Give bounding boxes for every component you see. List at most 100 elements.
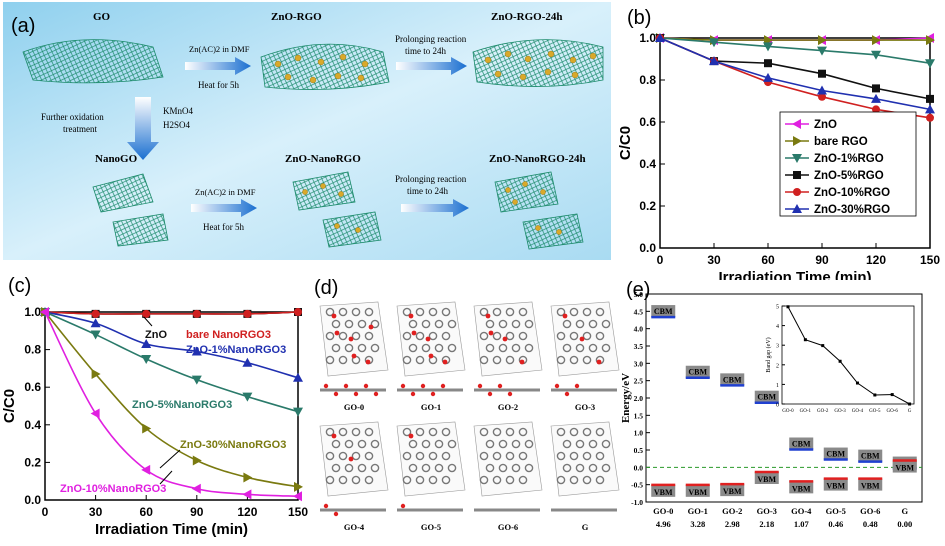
data-point — [243, 472, 253, 483]
series-4 — [656, 34, 934, 122]
series-5 — [40, 307, 302, 502]
data-point — [141, 355, 152, 364]
carbon-ring — [498, 319, 508, 329]
carbon-ring — [351, 475, 361, 485]
reagent-kmno4: KMnO4 — [163, 106, 194, 116]
vbm-label: VBM — [723, 487, 742, 496]
label-zno-rgo: ZnO-RGO — [271, 11, 322, 23]
carbon-ring — [338, 427, 348, 437]
vbm-box — [651, 484, 676, 497]
cbm-label: CBM — [792, 439, 811, 448]
y-tick-label: 4.0 — [634, 325, 644, 334]
series-line — [659, 37, 931, 64]
carbon-ring — [447, 463, 457, 473]
nanogo-sheet-1 — [92, 173, 154, 213]
vbm-label: VBM — [654, 488, 673, 497]
carbon-ring — [434, 319, 444, 329]
vbm-label: VBM — [792, 484, 811, 493]
data-point — [925, 59, 935, 69]
side-oxygen-atom — [574, 383, 580, 389]
carbon-ring — [582, 355, 592, 365]
data-point — [872, 84, 880, 93]
carbon-ring — [331, 439, 341, 449]
reagent-h2so4: H2SO4 — [163, 120, 191, 130]
carbon-ring — [428, 451, 438, 461]
carbon-ring — [582, 307, 592, 317]
side-oxygen-atom — [323, 383, 329, 389]
series-annotation: ZnO-1%NanoRGO3 — [186, 344, 286, 356]
band-column: CBM VBM — [754, 390, 779, 484]
carbon-ring — [511, 463, 521, 473]
carbon-ring — [402, 307, 412, 317]
side-oxygen-atom — [564, 391, 570, 397]
carbon-ring — [556, 307, 566, 317]
y-axis-title: C/C0 — [617, 126, 634, 160]
carbon-ring — [344, 463, 354, 473]
carbon-ring — [595, 451, 605, 461]
data-point — [926, 35, 935, 46]
plot-frame — [44, 311, 299, 501]
series-line — [659, 37, 931, 111]
cbm-label: CBM — [723, 375, 742, 384]
carbon-ring — [479, 307, 489, 317]
carbon-ring — [441, 427, 451, 437]
panel-b-chart: (b)0 30 60 90 120 1500.00.20.40.60.81.0Irradi… — [617, 7, 940, 286]
vbm-box — [789, 481, 814, 494]
carbon-ring — [562, 319, 572, 329]
carbon-ring — [588, 343, 598, 353]
band-column: CBM VBM — [720, 373, 745, 497]
inset-point — [908, 402, 912, 406]
panel-a-label: (a) — [11, 15, 35, 37]
carbon-ring — [524, 463, 534, 473]
cbm-label: CBM — [654, 307, 673, 316]
data-point — [293, 372, 303, 382]
label-zno-nanorgo: ZnO-NanoRGO — [285, 153, 361, 165]
data-point — [242, 357, 253, 367]
carbon-ring — [511, 343, 521, 353]
carbon-ring — [434, 343, 444, 353]
carbon-ring — [331, 463, 341, 473]
data-point — [818, 35, 827, 46]
structure-cell: GO-3 — [550, 301, 620, 412]
x-category-label: GO-1 — [688, 506, 708, 516]
data-point — [817, 85, 827, 95]
x-tick-label: 30 — [707, 253, 721, 267]
oxygen-atom — [428, 353, 434, 359]
panel-label: (d) — [314, 277, 338, 299]
inset-y-tick-label: 1 — [776, 383, 779, 389]
carbon-ring — [331, 343, 341, 353]
go-sheet — [22, 39, 164, 84]
vbm-label: VBM — [895, 464, 914, 473]
band-gap-value: 2.18 — [759, 519, 774, 529]
carbon-ring — [402, 451, 412, 461]
zno-nanorgo-24h-sheet-1 — [494, 171, 559, 213]
series-annotation: ZnO — [145, 329, 167, 341]
x-tick-label: 90 — [190, 505, 204, 519]
band-gap-value: 1.07 — [794, 519, 810, 529]
carbon-ring — [402, 355, 412, 365]
oxidation-line1: Further oxidation — [41, 112, 104, 122]
structure-label: G — [582, 522, 589, 532]
data-point — [763, 42, 773, 52]
carbon-ring — [364, 307, 374, 317]
data-point — [926, 113, 934, 122]
data-point — [192, 455, 202, 466]
carbon-ring — [364, 331, 374, 341]
carbon-ring — [595, 475, 605, 485]
vbm-box — [685, 484, 710, 497]
side-oxygen-atom — [323, 503, 329, 509]
x-tick-label: 30 — [89, 505, 103, 519]
inset-x-label: GO-0 — [782, 409, 794, 414]
x-tick-label: 120 — [237, 505, 257, 519]
carbon-ring — [325, 331, 335, 341]
x-axis-title: Irradiation Time (min) — [95, 521, 248, 538]
carbon-ring — [364, 475, 374, 485]
series-line — [659, 37, 930, 41]
data-point — [90, 408, 100, 419]
side-oxygen-atom — [373, 391, 379, 397]
carbon-ring — [428, 331, 438, 341]
panel-label: (b) — [627, 7, 651, 29]
carbon-ring — [408, 343, 418, 353]
series-1 — [41, 308, 302, 318]
carbon-ring — [338, 475, 348, 485]
